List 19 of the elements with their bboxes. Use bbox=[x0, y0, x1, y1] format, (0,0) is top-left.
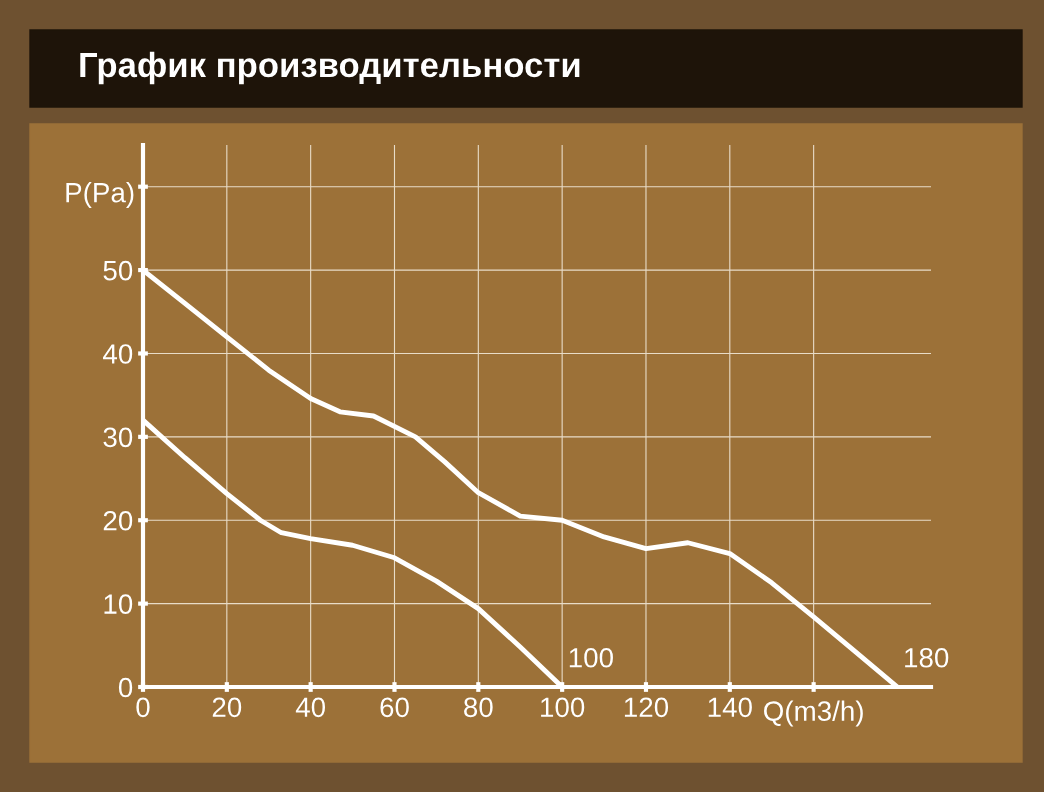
y-tick-label: 50 bbox=[103, 260, 133, 281]
x-tick-label: 120 bbox=[624, 697, 669, 718]
x-tick-label: 60 bbox=[380, 697, 409, 718]
y-tick-label: 40 bbox=[103, 344, 133, 364]
y-tick-label: 20 bbox=[103, 510, 133, 531]
x-axis-title: Q(m3/h) bbox=[764, 700, 863, 727]
y-axis-title: P(Pa) bbox=[66, 182, 134, 208]
x-tick-label: 40 bbox=[295, 697, 326, 718]
x-tick-label: 0 bbox=[136, 697, 150, 718]
annotation: 100 bbox=[569, 647, 613, 668]
y-tick-label: 0 bbox=[118, 677, 133, 698]
x-tick-label: 100 bbox=[541, 697, 585, 718]
x-tick-label: 80 bbox=[464, 697, 493, 718]
x-tick-label: 140 bbox=[708, 697, 752, 718]
chart-title: График производительности bbox=[80, 51, 580, 85]
y-tick-label: 10 bbox=[104, 594, 133, 614]
annotation: 180 bbox=[905, 647, 949, 668]
x-tick-label: 20 bbox=[212, 697, 242, 718]
y-tick-label: 30 bbox=[103, 427, 133, 448]
